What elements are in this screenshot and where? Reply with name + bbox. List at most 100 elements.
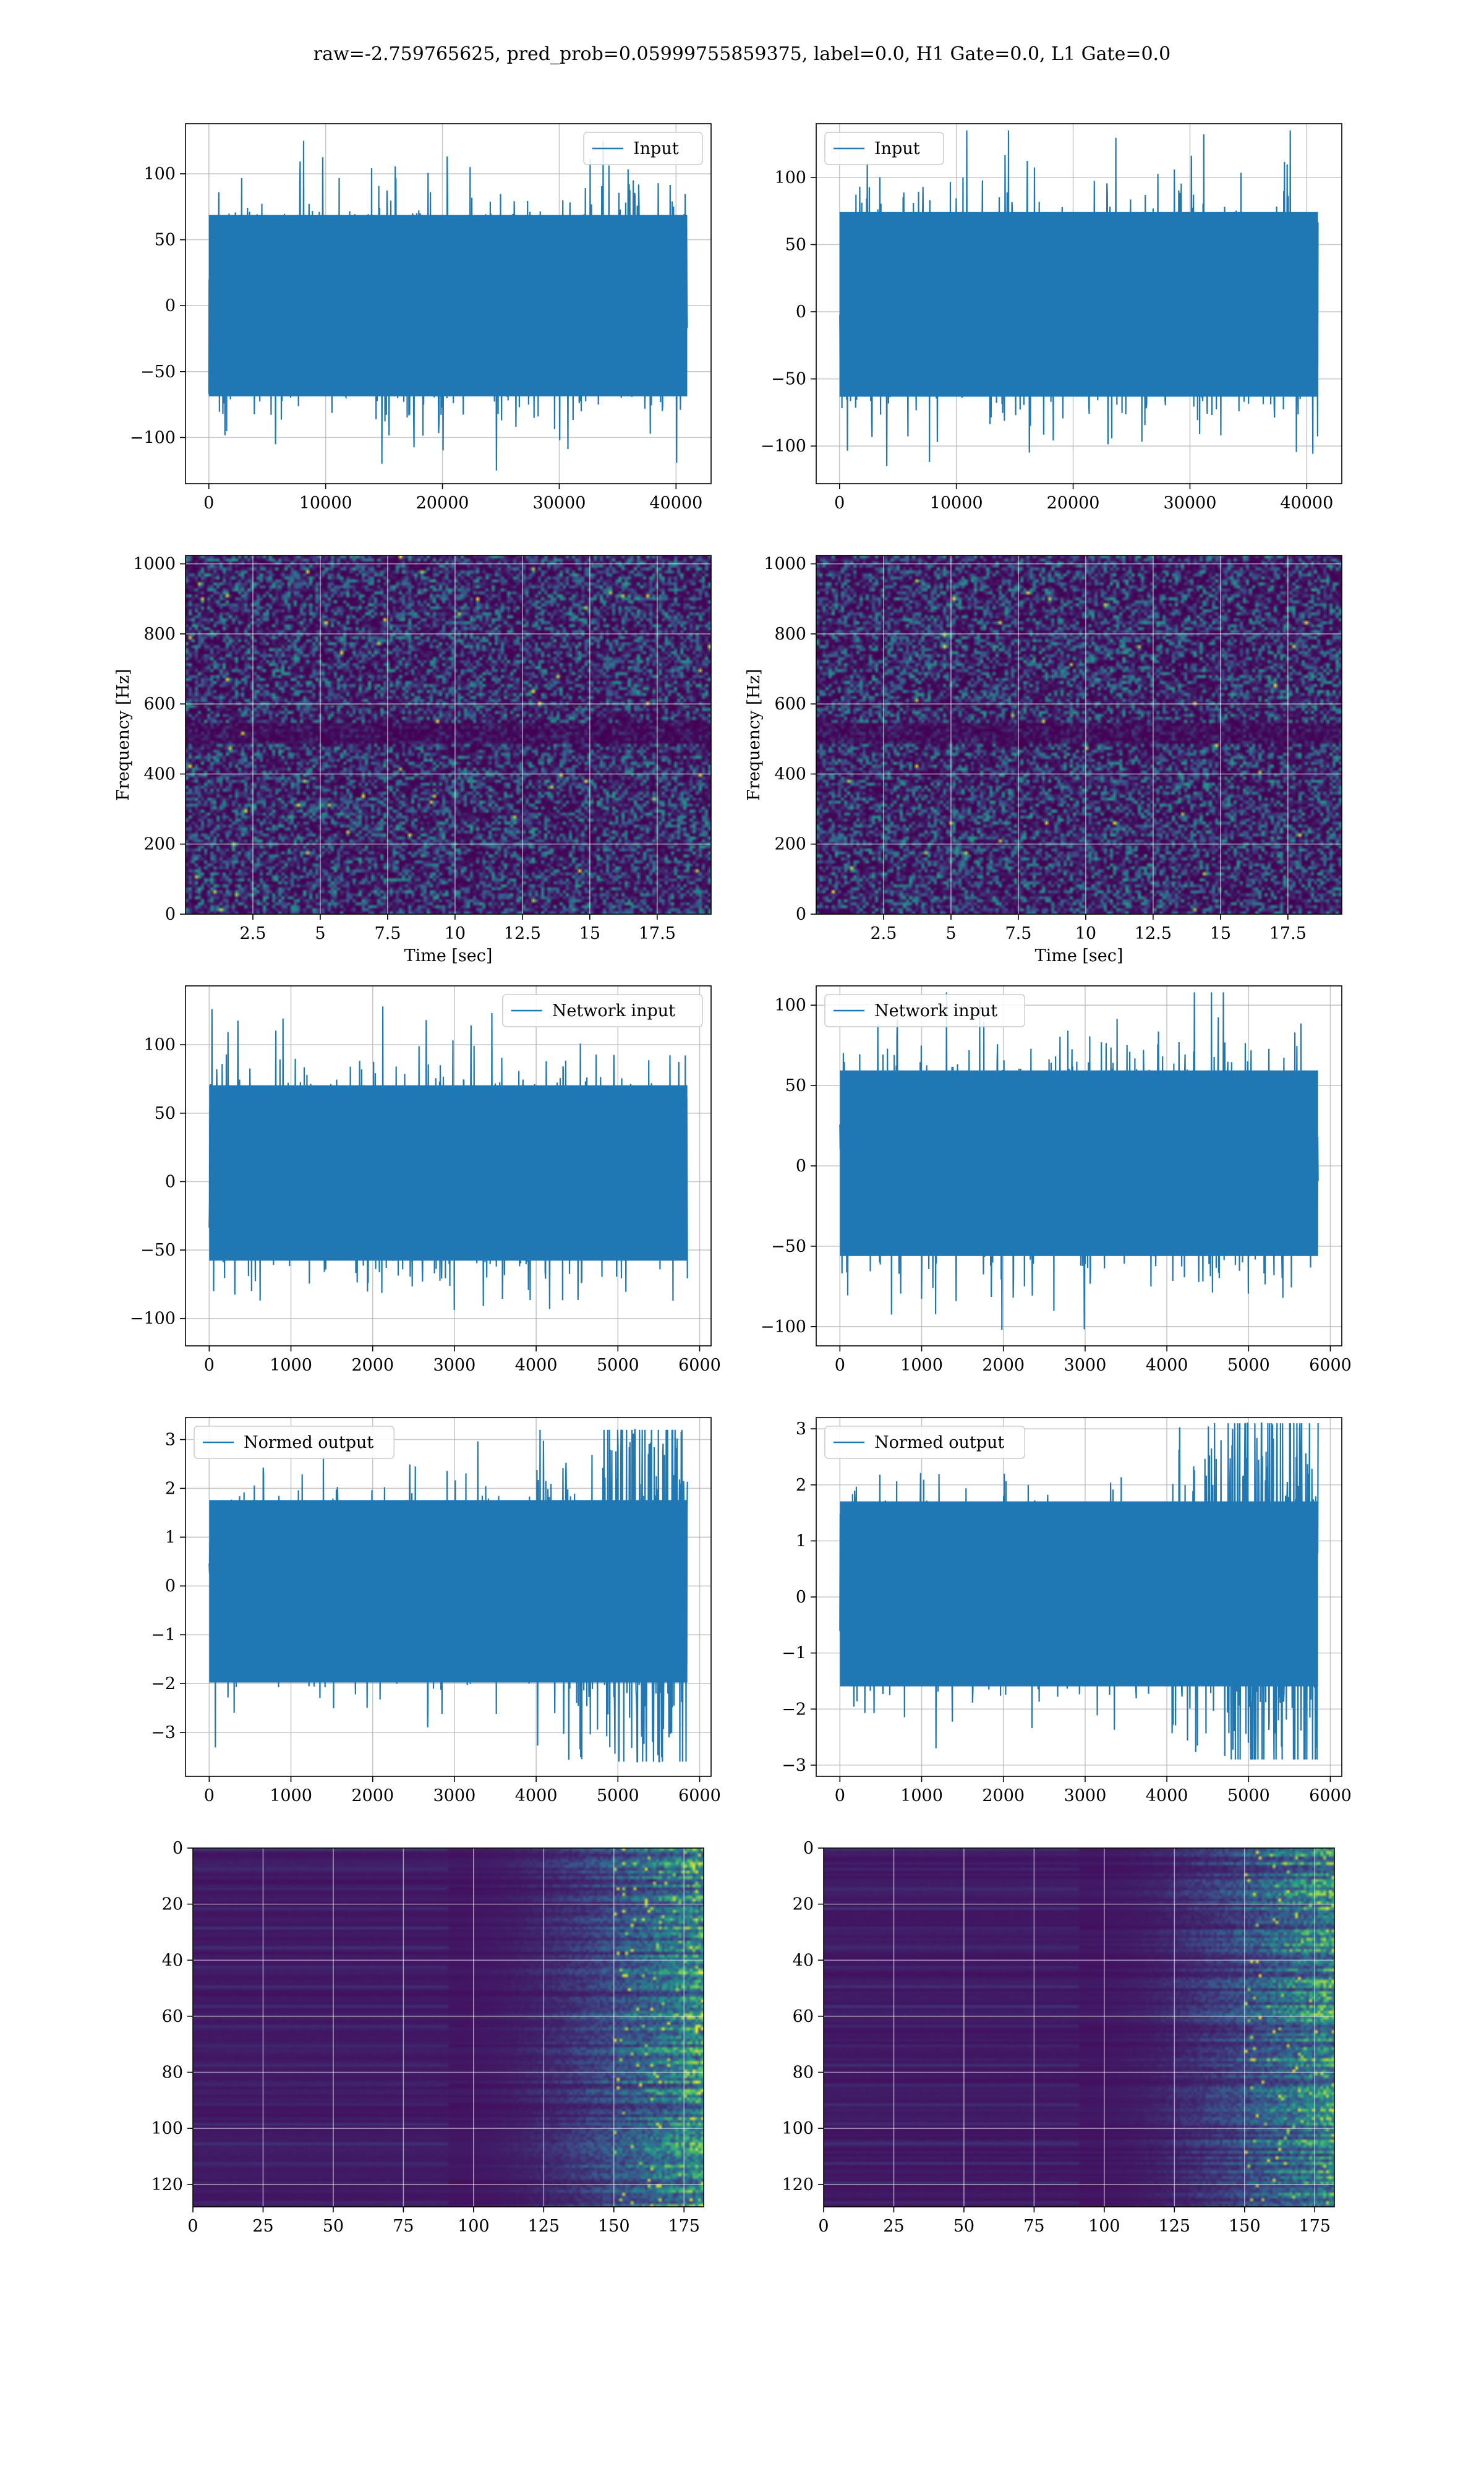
y-tick-label: 200 [143,835,176,854]
series-dense-band [840,1501,1318,1687]
y-tick-label: 50 [155,231,176,250]
y-tick-label: 2 [165,1479,176,1498]
legend-box [824,994,1025,1027]
series-dense-band [840,1070,1318,1256]
x-tick-label: 150 [598,2217,630,2236]
heatmap-image [816,555,1342,914]
x-tick-label: 50 [953,2217,974,2236]
x-tick-label: 17.5 [639,924,676,943]
y-tick-label: −3 [151,1723,176,1742]
x-tick-label: 3000 [1064,1786,1107,1805]
y-tick-label: 50 [155,1104,176,1123]
y-tick-label: 0 [803,1839,814,1858]
y-tick-label: −100 [130,428,176,447]
y-tick-label: −100 [761,1317,806,1337]
panel-normed-output-h1: 0 1000 2000 3000 4000 5000 6000 −3 −2 −1 0 1 2 3 Norme… [151,1417,721,1805]
x-tick-label: 0 [204,1786,215,1805]
x-tick-label: 100 [458,2217,490,2236]
y-tick-label: −3 [782,1756,806,1775]
legend-label: Normed output [244,1433,373,1452]
x-tick-label: 10000 [299,494,352,513]
x-tick-label: 150 [1229,2217,1261,2236]
y-tick-label: −50 [140,1241,176,1260]
x-tick-label: 5 [315,924,325,943]
x-axis-label: Time [sec] [404,946,493,965]
legend-box [502,994,703,1027]
axes-frame [816,123,1342,484]
y-tick-label: 80 [793,2063,814,2082]
x-tick-label: 75 [1023,2217,1044,2236]
legend-box [824,132,944,165]
x-tick-label: 175 [668,2217,700,2236]
legend-label: Network input [552,1001,675,1021]
y-tick-label: 100 [774,168,806,187]
x-tick-label: 5000 [597,1356,639,1375]
y-tick-label: 0 [165,905,176,924]
legend-box [824,1426,1025,1459]
y-tick-label: 100 [151,2119,183,2138]
x-tick-label: 0 [818,2217,829,2236]
y-tick-label: 800 [774,625,806,644]
x-tick-label: 25 [252,2217,273,2236]
legend: Normed output [824,1426,1025,1459]
x-tick-label: 40000 [649,494,702,513]
x-tick-label: 7.5 [1005,924,1031,943]
x-tick-label: 0 [835,1786,845,1805]
y-tick-label: −100 [761,437,806,456]
legend-label: Normed output [874,1433,1004,1452]
x-tick-label: 4000 [515,1786,558,1805]
x-tick-label: 6000 [1309,1786,1352,1805]
x-tick-label: 100 [1088,2217,1120,2236]
x-tick-label: 1000 [270,1786,312,1805]
heatmap-image [824,1848,1334,2207]
x-tick-label: 2.5 [870,924,897,943]
x-tick-label: 0 [203,494,214,513]
series-dense-band [209,1085,688,1261]
x-tick-label: 1000 [270,1356,312,1375]
y-tick-label: 60 [793,2007,814,2026]
x-tick-label: 2000 [982,1786,1025,1805]
x-tick-label: 0 [834,494,845,513]
y-tick-label: 80 [162,2063,183,2082]
y-tick-label: −50 [771,370,806,389]
legend-label: Input [874,139,920,158]
y-tick-label: 40 [162,1951,183,1970]
y-tick-label: 0 [796,905,806,924]
x-tick-label: 2000 [351,1356,394,1375]
legend: Input [824,132,944,165]
x-tick-label: 15 [1210,924,1231,943]
y-tick-label: 20 [793,1895,814,1914]
x-tick-label: 17.5 [1269,924,1307,943]
y-tick-label: 0 [173,1839,183,1858]
y-tick-label: 0 [796,302,806,322]
panel-spectrogram-h1: 2.5 5 7.5 10 12.5 15 17.5 0 200 400 600 800 1000 Time… [114,555,712,965]
x-tick-label: 2000 [982,1356,1025,1375]
y-tick-label: 60 [162,2007,183,2026]
x-tick-label: 7.5 [374,924,401,943]
panel-normed-output-l1: 0 1000 2000 3000 4000 5000 6000 −3 −2 −1 0 1 2 3 Norme… [782,1417,1352,1805]
y-tick-label: 400 [774,764,806,784]
y-tick-label: −100 [130,1309,176,1329]
x-tick-label: 3000 [1064,1356,1107,1375]
panel-spectrogram-l1: 2.5 5 7.5 10 12.5 15 17.5 0 200 400 600 800 1000 Time… [744,555,1342,965]
x-tick-label: 5000 [597,1786,639,1805]
axes-frame [823,1847,1335,2207]
y-tick-label: 3 [165,1431,176,1450]
x-tick-label: 5000 [1227,1356,1270,1375]
x-tick-label: 6000 [1309,1356,1352,1375]
y-tick-label: −50 [771,1237,806,1256]
x-tick-label: 4000 [515,1356,558,1375]
y-axis-label: Frequency [Hz] [744,669,764,800]
legend: Input [583,132,703,165]
series-dense-band [839,212,1318,397]
y-tick-label: 800 [143,625,176,644]
y-tick-label: 0 [165,1172,176,1191]
heatmap-image [193,1848,704,2207]
legend-label: Input [633,139,679,158]
panel-feature-map-l1: 0 25 50 75 100 125 150 175 0 20 40 60 80 100 120 [782,1839,1335,2236]
heatmap-image [186,555,711,914]
x-tick-label: 0 [187,2217,198,2236]
y-tick-label: 600 [774,695,806,714]
x-tick-label: 4000 [1146,1786,1188,1805]
x-tick-label: 3000 [433,1356,476,1375]
